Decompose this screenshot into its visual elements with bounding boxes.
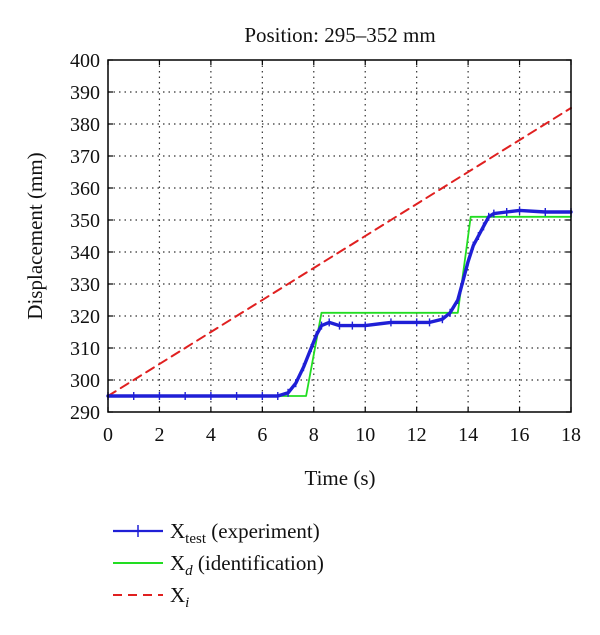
series-line-1 [107, 215, 572, 397]
x-tick-label: 4 [206, 424, 216, 446]
y-tick-label: 300 [70, 370, 100, 392]
y-tick-label: 360 [70, 178, 100, 200]
x-tick-label: 2 [154, 424, 164, 446]
x-tick-label: 8 [309, 424, 319, 446]
grid [108, 60, 571, 412]
chart-title: Position: 295–352 mm [244, 23, 435, 47]
x-tick-label: 14 [458, 424, 478, 446]
y-tick-label: 320 [70, 306, 100, 328]
plot-frame [107, 59, 572, 413]
legend-label-1: Xd (identification) [170, 551, 324, 579]
x-tick-label: 10 [355, 424, 375, 446]
y-tick-label: 290 [70, 402, 100, 424]
y-tick-label: 310 [70, 338, 100, 360]
series-line-0 [106, 208, 573, 398]
x-tick-label: 0 [103, 424, 113, 446]
legend: Xtest (experiment) Xd (identification) Xi [113, 519, 324, 611]
y-tick-label: 400 [70, 50, 100, 72]
y-axis-label: Displacement (mm) [23, 152, 47, 319]
y-tick-label: 340 [70, 242, 100, 264]
y-tick-label: 380 [70, 114, 100, 136]
y-tick-label: 370 [70, 146, 100, 168]
x-tick-label: 6 [257, 424, 267, 446]
x-axis-label: Time (s) [305, 466, 376, 490]
x-tick-label: 12 [407, 424, 427, 446]
y-tick-label: 350 [70, 210, 100, 232]
legend-label-2: Xi [170, 583, 189, 611]
x-tick-label: 16 [510, 424, 530, 446]
series-layer [106, 107, 573, 400]
series-line-2 [107, 107, 572, 397]
y-tick-label: 330 [70, 274, 100, 296]
ticks: 0 2 4 6 8 10 12 14 16 18 290 300 310 320 330 340 350 360 3… [70, 50, 581, 446]
x-tick-label: 18 [561, 424, 581, 446]
y-tick-label: 390 [70, 82, 100, 104]
legend-label-0: Xtest (experiment) [170, 519, 320, 547]
